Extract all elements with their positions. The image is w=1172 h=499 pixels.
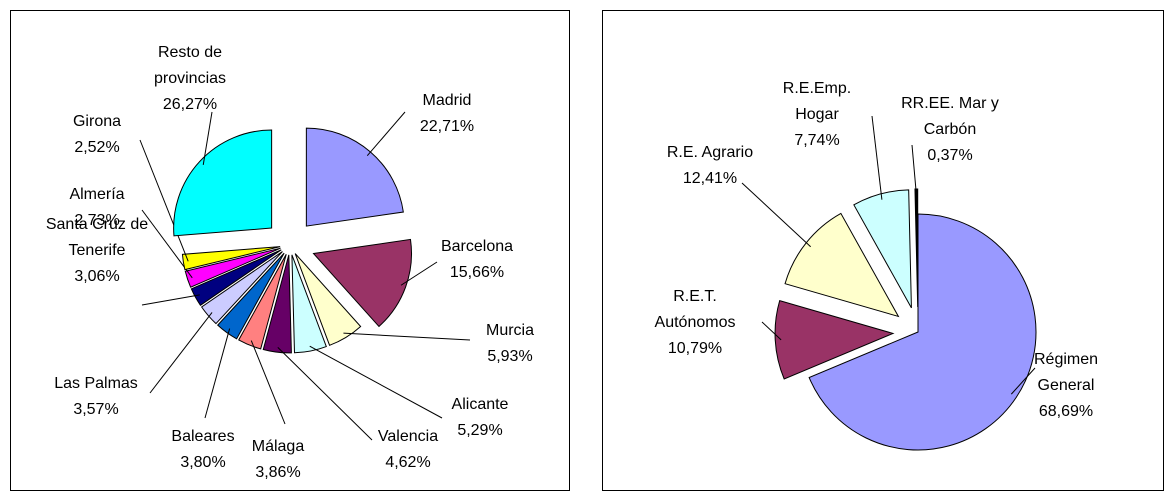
category-name: Alicante — [451, 396, 509, 413]
pie-slice — [216, 252, 285, 340]
leader-line — [139, 139, 189, 262]
leader-line — [202, 111, 213, 165]
pie-slice — [305, 127, 404, 227]
pie-slice — [291, 254, 327, 354]
leader-line — [400, 261, 438, 286]
leader-line — [761, 321, 782, 341]
slice-label: Baleares 3,80% — [158, 424, 248, 476]
chart-panel — [10, 10, 570, 491]
leader-line — [204, 328, 231, 419]
value-label: 2,73% — [74, 212, 120, 229]
category-name: Resto de provincias — [153, 44, 227, 87]
chart-panel — [602, 10, 1164, 491]
value-label: 3,06% — [74, 268, 120, 285]
value-label: 2,52% — [74, 139, 120, 156]
pie-slice — [808, 213, 1037, 451]
slice-label: Murcia 5,93% — [465, 318, 555, 370]
leader-line — [309, 345, 443, 419]
category-name: Murcia — [485, 322, 534, 339]
slice-label: R.E.Emp. Hogar 7,74% — [767, 76, 867, 154]
leader-line — [277, 347, 373, 441]
value-label: 15,66% — [449, 264, 505, 281]
value-label: 3,57% — [73, 401, 119, 418]
category-name: Almería — [69, 186, 125, 203]
slice-label: Valencia 4,62% — [363, 424, 453, 476]
slice-label: R.E. Agrario 12,41% — [665, 140, 755, 192]
value-label: 26,27% — [162, 96, 218, 113]
leader-line — [343, 332, 471, 341]
slice-label: Girona 2,52% — [52, 109, 142, 161]
pie-slice — [853, 189, 912, 309]
category-name: R.E. Agrario — [666, 144, 754, 161]
category-name: R.E.T. Autónomos — [654, 288, 736, 331]
category-name: Las Palmas — [54, 375, 138, 392]
category-name: Santa Cruz de Tenerife — [45, 216, 149, 259]
leader-line — [871, 115, 883, 200]
value-label: 5,93% — [487, 348, 533, 365]
slice-label: RR.EE. Mar y Carbón 0,37% — [890, 91, 1010, 169]
pie-slice — [914, 188, 919, 308]
pie-slice — [190, 249, 282, 306]
pie-slice — [774, 300, 895, 380]
slice-label: Santa Cruz de Tenerife 3,06% — [42, 212, 152, 290]
value-label: 3,80% — [180, 454, 226, 471]
slice-label: Barcelona 15,66% — [427, 234, 527, 286]
slice-label: Régimen General 68,69% — [1021, 347, 1111, 425]
pie-slice — [181, 246, 281, 271]
leader-line — [741, 182, 811, 248]
slice-label: Madrid 22,71% — [402, 88, 492, 140]
leader-line — [149, 312, 213, 394]
category-name: Málaga — [251, 438, 305, 455]
category-name: Régimen General — [1033, 351, 1099, 394]
category-name: Girona — [72, 113, 122, 130]
leader-line — [366, 111, 406, 157]
value-label: 4,62% — [385, 454, 431, 471]
value-label: 7,74% — [794, 132, 840, 149]
pie-slice — [200, 251, 283, 325]
pie-slice — [184, 247, 281, 288]
slice-label: Resto de provincias 26,27% — [135, 40, 245, 118]
pie-slice — [312, 238, 412, 328]
category-name: R.E.Emp. Hogar — [782, 80, 852, 123]
value-label: 5,29% — [457, 422, 503, 439]
slice-label: Alicante 5,29% — [435, 392, 525, 444]
pie-slice — [294, 253, 362, 346]
category-name: Barcelona — [440, 238, 514, 255]
category-name: RR.EE. Mar y Carbón — [901, 95, 999, 138]
slice-label: Málaga 3,86% — [238, 434, 318, 486]
slice-label: Las Palmas 3,57% — [46, 371, 146, 423]
value-label: 68,69% — [1038, 403, 1094, 420]
category-name: Valencia — [377, 428, 439, 445]
leader-line — [250, 340, 286, 425]
value-label: 0,37% — [927, 147, 973, 164]
pie-slice — [238, 254, 287, 350]
category-name: Madrid — [422, 92, 472, 109]
value-label: 3,86% — [255, 464, 301, 481]
leader-line — [141, 294, 200, 306]
pie-slice — [262, 254, 292, 354]
value-label: 10,79% — [667, 340, 723, 357]
category-name: Baleares — [171, 428, 235, 445]
slice-label: Almería 2,73% — [52, 182, 142, 234]
pie-slice — [173, 129, 273, 237]
leader-line — [1010, 367, 1036, 395]
value-label: 12,41% — [682, 170, 738, 187]
value-label: 22,71% — [419, 118, 475, 135]
slice-label: R.E.T. Autónomos 10,79% — [640, 284, 750, 362]
leader-line — [911, 144, 917, 195]
